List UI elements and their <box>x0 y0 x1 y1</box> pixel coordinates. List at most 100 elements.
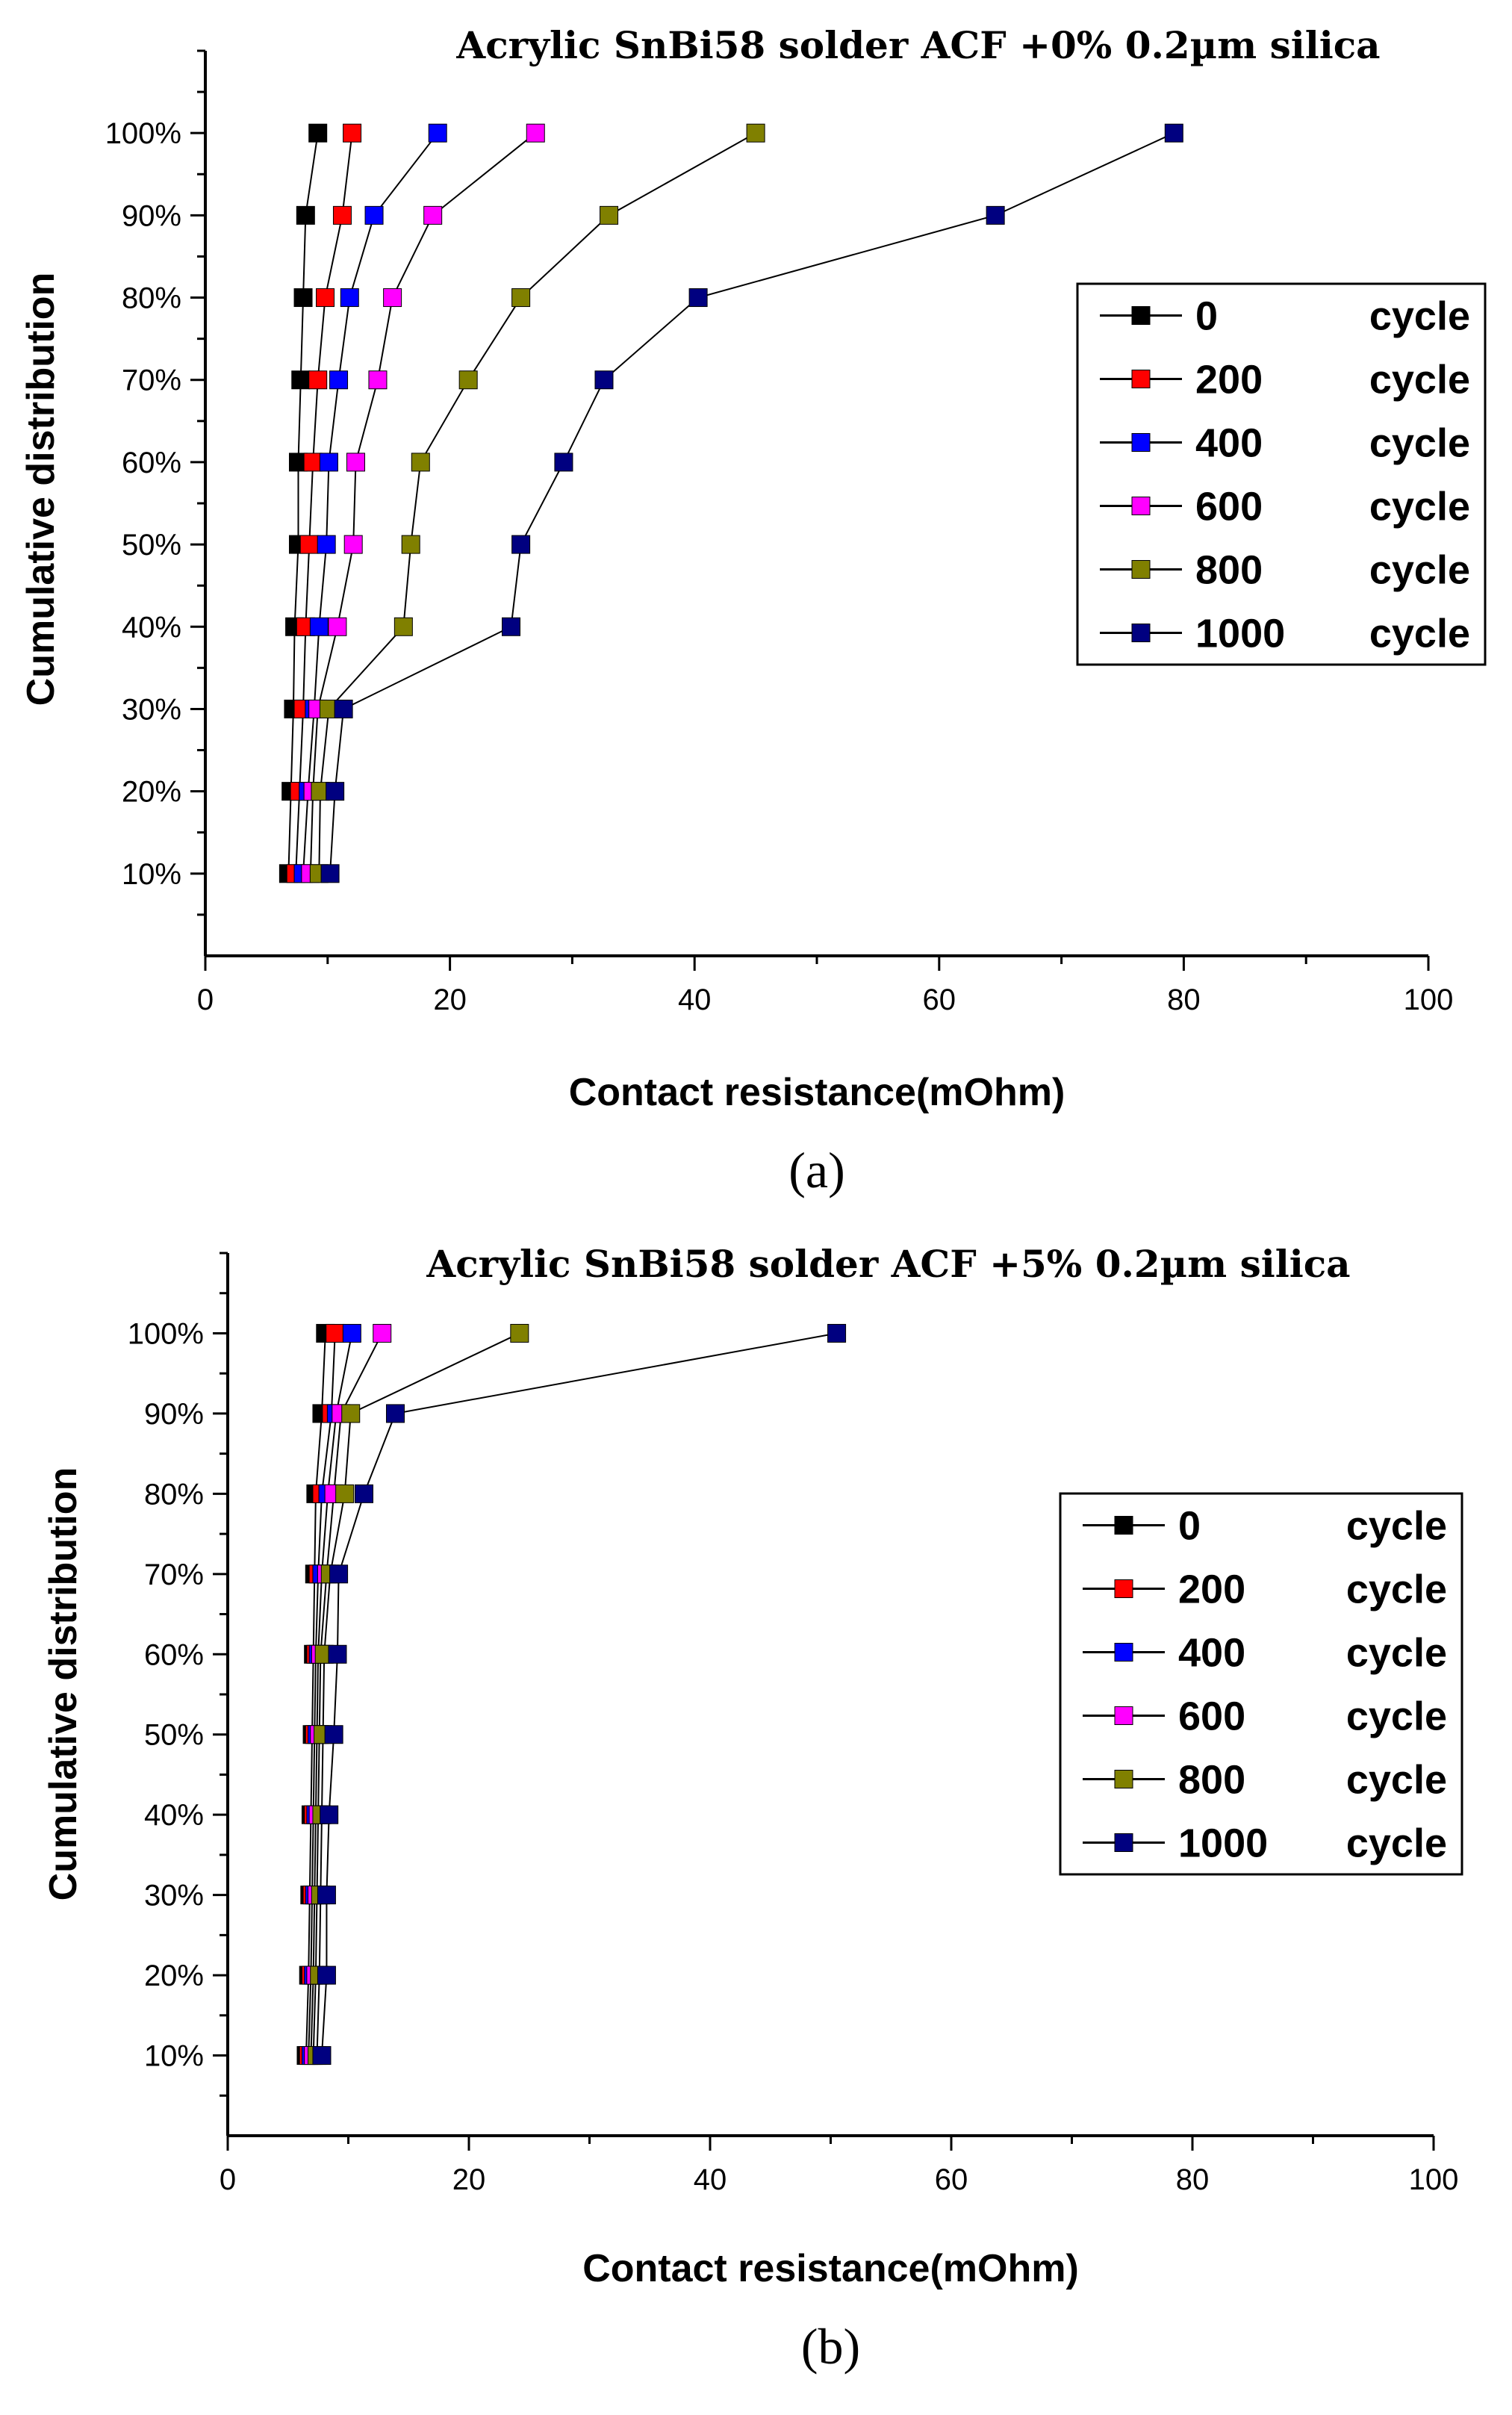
data-point-1000-cycle <box>986 205 1005 225</box>
data-point-1000-cycle <box>688 288 708 308</box>
y-tick-label: 100% <box>128 1317 204 1350</box>
data-point-600-cycle <box>373 1323 392 1343</box>
legend-label: 400 <box>1195 421 1263 466</box>
legend-label: 600 <box>1195 485 1263 529</box>
legend-marker <box>1131 560 1151 579</box>
x-tick-label: 0 <box>220 2163 236 2196</box>
legend-label: 1000 <box>1178 1821 1268 1866</box>
y-tick-label: 30% <box>144 1880 204 1912</box>
y-tick-label: 90% <box>144 1398 204 1431</box>
data-point-0-cycle <box>291 370 311 390</box>
x-tick-label: 60 <box>935 2163 968 2196</box>
data-point-200-cycle <box>303 453 323 472</box>
data-point-1000-cycle <box>334 699 353 718</box>
legend-label: cycle <box>1369 612 1470 656</box>
data-point-1000-cycle <box>329 1564 349 1584</box>
legend-box <box>1076 282 1487 666</box>
data-point-1000-cycle <box>326 782 345 801</box>
legend-label: cycle <box>1369 548 1470 593</box>
series-line-600 <box>312 1332 383 2056</box>
data-point-800-cycle <box>511 288 531 308</box>
data-point-400-cycle <box>364 205 384 225</box>
legend-label: 200 <box>1195 358 1263 402</box>
x-tick-label: 60 <box>923 983 956 1016</box>
data-point-200-cycle <box>299 535 319 554</box>
legend-label: cycle <box>1369 294 1470 339</box>
series-line-1000 <box>329 132 1175 874</box>
data-point-600-cycle <box>383 288 402 308</box>
data-point-400-cycle <box>319 453 338 472</box>
data-point-1000-cycle <box>320 1805 339 1824</box>
legend-marker <box>1114 1643 1133 1662</box>
y-tick-label: 40% <box>144 1799 204 1832</box>
data-point-1000-cycle <box>312 2046 332 2066</box>
legend-label: 600 <box>1178 1694 1245 1739</box>
legend-label: 400 <box>1178 1631 1245 1676</box>
data-point-400-cycle <box>329 370 349 390</box>
y-tick-label: 30% <box>122 693 181 726</box>
legend-marker <box>1114 1833 1133 1852</box>
data-point-600-cycle <box>423 205 443 225</box>
series-line-800 <box>316 1332 520 2056</box>
data-point-600-cycle <box>526 123 545 143</box>
series-line-200 <box>295 133 353 874</box>
legend-label: cycle <box>1346 1758 1447 1803</box>
legend-label: cycle <box>1369 421 1470 466</box>
legend-label: 200 <box>1178 1567 1245 1612</box>
series-line-1000 <box>320 1332 837 2056</box>
legend-marker <box>1114 1579 1133 1598</box>
data-point-800-cycle <box>393 617 413 636</box>
data-point-400-cycle <box>309 617 329 636</box>
y-axis-label: Cumulative distribution <box>19 273 63 706</box>
data-point-1000-cycle <box>554 453 573 472</box>
x-tick-label: 0 <box>197 983 214 1016</box>
data-point-0-cycle <box>296 205 315 225</box>
y-tick-label: 100% <box>105 117 181 150</box>
x-tick-label: 20 <box>452 2163 486 2196</box>
x-tick-label: 100 <box>1409 2163 1459 2196</box>
data-point-1000-cycle <box>827 1323 847 1343</box>
data-point-400-cycle <box>342 1323 361 1343</box>
data-point-200-cycle <box>316 288 335 308</box>
legend-label: cycle <box>1346 1694 1447 1739</box>
data-point-800-cycle <box>341 1404 361 1423</box>
data-point-200-cycle <box>332 205 352 225</box>
series-line-400 <box>310 1333 353 2056</box>
chart-panel-a: Acrylic SnBi58 solder ACF +0% 0.2µm sili… <box>19 23 1487 1199</box>
series-line-400 <box>302 132 439 874</box>
x-tick-label: 20 <box>433 983 467 1016</box>
y-tick-label: 50% <box>122 529 181 562</box>
data-point-800-cycle <box>401 535 420 554</box>
data-point-1000-cycle <box>328 1644 347 1664</box>
legend-marker <box>1114 1770 1133 1788</box>
y-tick-label: 70% <box>122 364 181 397</box>
x-tick-label: 40 <box>694 2163 727 2196</box>
legend-label: cycle <box>1369 485 1470 529</box>
data-point-400-cycle <box>317 535 336 554</box>
data-point-600-cycle <box>346 453 365 472</box>
y-tick-label: 10% <box>122 858 181 891</box>
legend-label: 0 <box>1178 1504 1201 1549</box>
y-tick-label: 50% <box>144 1719 204 1752</box>
legend-label: cycle <box>1346 1567 1447 1612</box>
legend-label: cycle <box>1369 358 1470 402</box>
data-point-1000-cycle <box>385 1404 405 1423</box>
data-point-800-cycle <box>746 123 765 143</box>
y-tick-label: 90% <box>122 199 181 232</box>
legend-marker <box>1131 433 1151 452</box>
data-point-1000-cycle <box>324 1725 343 1744</box>
data-point-800-cycle <box>458 370 478 390</box>
legend-label: 800 <box>1178 1758 1245 1803</box>
y-tick-label: 80% <box>122 282 181 315</box>
legend-marker <box>1114 1516 1133 1535</box>
series-line-0 <box>287 133 319 874</box>
y-axis-label: Cumulative distribution <box>42 1467 85 1901</box>
data-point-800-cycle <box>335 1484 355 1503</box>
data-point-600-cycle <box>343 535 363 554</box>
data-point-1000-cycle <box>320 864 340 883</box>
data-point-1000-cycle <box>317 1886 336 1905</box>
x-axis-label: Contact resistance(mOhm) <box>582 2247 1079 2290</box>
x-tick-label: 80 <box>1176 2163 1210 2196</box>
data-point-600-cycle <box>368 370 388 390</box>
